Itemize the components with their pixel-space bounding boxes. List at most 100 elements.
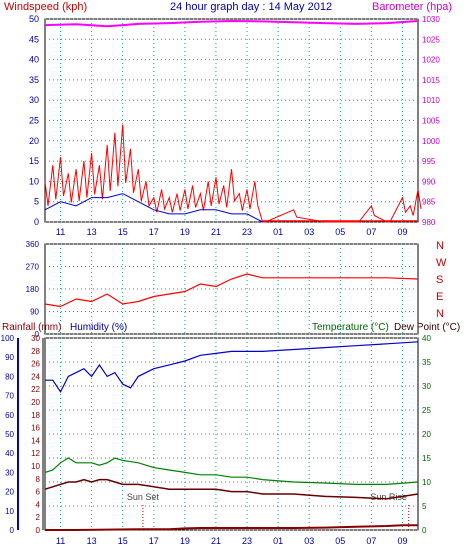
rain-temp-y-tick: 10 bbox=[31, 462, 40, 471]
wind-x-tick: 21 bbox=[211, 227, 221, 237]
dewpoint-axis-label: Dew Point (°C) bbox=[394, 322, 460, 333]
baro-y-tick: 1020 bbox=[422, 56, 440, 65]
weather-x-tick: 09 bbox=[397, 536, 407, 546]
rain-temp-y-tick: 28 bbox=[31, 347, 40, 356]
wind-y-tick: 10 bbox=[29, 176, 39, 186]
compass-label: N bbox=[436, 240, 444, 252]
direction-y-tick: 270 bbox=[26, 263, 40, 272]
rain-temp-y-tick: 0 bbox=[36, 526, 41, 535]
compass-label: N bbox=[436, 308, 444, 320]
wind-y-tick: 0 bbox=[34, 217, 39, 227]
wind-x-tick: 13 bbox=[87, 227, 97, 237]
direction-y-tick: 360 bbox=[26, 240, 40, 249]
wind-y-tick: 15 bbox=[29, 156, 39, 166]
baro-y-tick: 1010 bbox=[422, 96, 440, 105]
wind-x-tick: 15 bbox=[118, 227, 128, 237]
windspeed-axis-label: Windspeed (kph) bbox=[4, 1, 87, 13]
humidity-y-tick: 80 bbox=[5, 372, 14, 381]
humidity-axis-label: Humidity (%) bbox=[70, 322, 127, 333]
rainfall-axis-label: Rainfall (mm) bbox=[2, 322, 61, 333]
barometer-axis-label: Barometer (hpa) bbox=[372, 1, 452, 13]
wind-x-tick: 23 bbox=[242, 227, 252, 237]
baro-y-tick: 1015 bbox=[422, 76, 440, 85]
temperature-line bbox=[44, 457, 419, 485]
wind-panel-frame bbox=[44, 18, 419, 223]
wind-x-tick: 11 bbox=[56, 227, 65, 237]
humidity-y-tick: 50 bbox=[5, 430, 14, 439]
weather-x-tick: 05 bbox=[335, 536, 345, 546]
weather-x-tick: 03 bbox=[304, 536, 314, 546]
weather-x-tick: 23 bbox=[242, 536, 252, 546]
humidity-y-tick: 20 bbox=[5, 488, 14, 497]
temp-right-tick: 0 bbox=[422, 526, 427, 535]
baro-y-tick: 1030 bbox=[422, 15, 440, 24]
chart-title: 24 hour graph day : 14 May 2012 bbox=[170, 1, 332, 13]
weather-x-tick: 11 bbox=[56, 536, 65, 546]
temp-right-tick: 5 bbox=[422, 502, 427, 511]
wind-direction-line bbox=[44, 273, 419, 308]
rain-temp-y-tick: 22 bbox=[31, 385, 40, 394]
baro-y-tick: 1025 bbox=[422, 35, 440, 44]
barometer-line bbox=[44, 19, 419, 28]
baro-y-tick: 990 bbox=[422, 177, 436, 186]
wind-x-tick: 07 bbox=[366, 227, 376, 237]
temp-right-tick: 10 bbox=[422, 478, 431, 487]
temp-right-tick: 35 bbox=[422, 358, 431, 367]
sunset-label: Sun Set bbox=[127, 492, 160, 502]
dewpoint-line bbox=[44, 478, 419, 500]
direction-y-tick: 180 bbox=[26, 285, 40, 294]
humidity-y-tick: 30 bbox=[5, 468, 14, 477]
weather-x-tick: 15 bbox=[118, 536, 128, 546]
compass-label: W bbox=[436, 257, 447, 269]
wind-y-tick: 30 bbox=[29, 95, 39, 105]
humidity-y-tick: 10 bbox=[5, 507, 14, 516]
wind-y-tick: 5 bbox=[34, 197, 39, 207]
rain-temp-y-tick: 8 bbox=[36, 475, 41, 484]
temp-right-tick: 25 bbox=[422, 406, 431, 415]
temperature-axis-label: Temperature (°C) bbox=[312, 322, 389, 333]
rainfall-line bbox=[45, 524, 418, 531]
humidity-y-tick: 70 bbox=[5, 392, 14, 401]
humidity-y-tick: 100 bbox=[1, 334, 15, 343]
rain-temp-y-tick: 30 bbox=[31, 334, 40, 343]
wind-x-tick: 03 bbox=[304, 227, 314, 237]
wind-y-tick: 50 bbox=[29, 14, 39, 24]
temp-right-tick: 40 bbox=[422, 334, 431, 343]
baro-y-tick: 1005 bbox=[422, 117, 440, 126]
weather-x-tick: 17 bbox=[149, 536, 159, 546]
rain-temp-y-tick: 14 bbox=[31, 436, 40, 445]
baro-y-tick: 995 bbox=[422, 157, 436, 166]
rain-temp-y-tick: 6 bbox=[36, 488, 41, 497]
wind-y-tick: 25 bbox=[29, 116, 39, 126]
weather-x-tick: 07 bbox=[366, 536, 376, 546]
temp-right-tick: 15 bbox=[422, 454, 431, 463]
rain-temp-y-tick: 16 bbox=[31, 424, 40, 433]
rain-temp-y-tick: 2 bbox=[36, 513, 41, 522]
humidity-y-tick: 60 bbox=[5, 411, 14, 420]
weather-x-tick: 21 bbox=[211, 536, 221, 546]
baro-y-tick: 980 bbox=[422, 218, 436, 227]
rain-temp-y-tick: 4 bbox=[36, 500, 41, 509]
direction-panel-frame bbox=[44, 243, 419, 335]
rain-temp-y-tick: 24 bbox=[31, 372, 40, 381]
rain-temp-y-tick: 26 bbox=[31, 360, 40, 369]
rain-temp-y-tick: 18 bbox=[31, 411, 40, 420]
humidity-y-tick: 90 bbox=[5, 353, 14, 362]
compass-label: E bbox=[436, 291, 443, 303]
baro-y-tick: 1000 bbox=[422, 137, 440, 146]
wind-x-tick: 17 bbox=[149, 227, 159, 237]
direction-y-tick: 0 bbox=[35, 330, 40, 339]
wind-y-tick: 45 bbox=[29, 34, 39, 44]
humidity-y-tick: 40 bbox=[5, 449, 14, 458]
compass-label: S bbox=[436, 274, 443, 286]
wind-x-tick: 09 bbox=[397, 227, 407, 237]
wind-x-tick: 01 bbox=[273, 227, 283, 237]
wind-y-tick: 40 bbox=[29, 55, 39, 65]
wind-y-tick: 35 bbox=[29, 75, 39, 85]
wind-x-tick: 19 bbox=[180, 227, 190, 237]
weather-x-tick: 19 bbox=[180, 536, 190, 546]
weather-x-tick: 13 bbox=[87, 536, 97, 546]
sunrise-label: Sun Rise bbox=[370, 492, 407, 502]
wind-x-tick: 05 bbox=[335, 227, 345, 237]
